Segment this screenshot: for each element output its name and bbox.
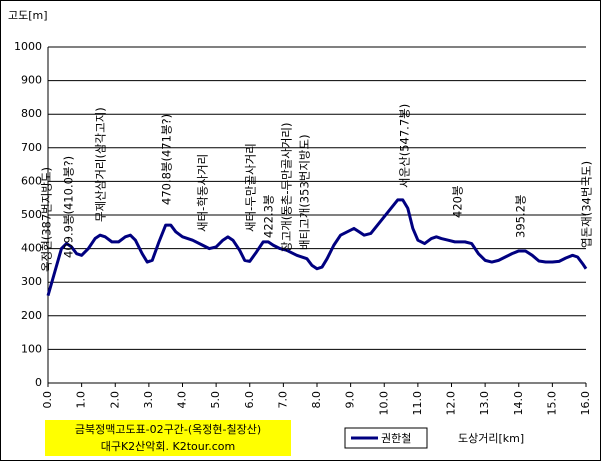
x-tick-label: 3.0	[142, 391, 155, 409]
x-tick-label: 11.0	[411, 391, 424, 416]
x-tick-label: 2.0	[108, 391, 121, 409]
annotation: 395.2봉	[514, 194, 528, 238]
x-tick-label: 15.0	[545, 391, 558, 416]
annotation: 새터-두만골사거리	[244, 143, 258, 232]
x-tick-label: 10.0	[377, 391, 390, 416]
x-tick-label: 1.0	[75, 391, 88, 409]
legend-label: 권한철	[381, 432, 411, 445]
annotation: 장고개(동촌-두만골사거리)	[280, 122, 294, 252]
y-tick-label: 100	[21, 342, 42, 355]
y-axis-label: 고도[m]	[8, 9, 48, 22]
y-tick-label: 1000	[14, 40, 42, 53]
x-tick-label: 14.0	[512, 391, 525, 416]
annotation: 422.3봉	[262, 194, 276, 238]
x-tick-label: 13.0	[478, 391, 491, 416]
annotation: 서운산(547.7봉)	[398, 104, 412, 188]
x-axis-label: 도상거리[km]	[458, 432, 524, 445]
y-tick-label: 500	[21, 208, 42, 221]
chart-subtitle: 대구K2산악회. K2tour.com	[101, 440, 236, 453]
y-tick-label: 300	[21, 275, 42, 288]
y-tick-label: 0	[35, 376, 42, 389]
x-tick-label: 12.0	[445, 391, 458, 416]
x-tick-label: 16.0	[579, 391, 592, 416]
x-tick-label: 7.0	[276, 391, 289, 409]
legend	[344, 427, 428, 449]
annotation: 새터-학동사거리	[196, 154, 210, 232]
y-tick-label: 900	[21, 74, 42, 87]
line-series	[46, 198, 588, 297]
annotation: 470.8봉(471봉?)	[160, 114, 174, 205]
annotation: 배티고개(353번지방도)	[298, 134, 312, 250]
x-tick-label: 6.0	[243, 391, 256, 409]
y-tick-label: 200	[21, 309, 42, 322]
x-tick-label: 8.0	[310, 391, 323, 409]
title-box	[45, 420, 291, 456]
x-tick-label: 5.0	[209, 391, 222, 409]
annotation: 420봉	[451, 185, 465, 218]
x-tick-label: 9.0	[344, 391, 357, 409]
annotation: 409.9봉(410.0봉?)	[62, 156, 76, 258]
annotation: 무제산삼거리(삼각고지)	[94, 107, 108, 222]
annotation: 엽돈재(34번국도)	[580, 161, 594, 248]
y-tick-label: 800	[21, 107, 42, 120]
y-tick-label: 600	[21, 174, 42, 187]
x-tick-label: 4.0	[176, 391, 189, 409]
annotation: 옥정현(387번지방도)	[40, 167, 54, 272]
x-tick-label: 0.0	[41, 391, 54, 409]
y-tick-label: 400	[21, 242, 42, 255]
y-tick-label: 700	[21, 141, 42, 154]
chart-title: 금북정맥고도표-02구간-(옥정현-칠장산)	[75, 423, 261, 436]
